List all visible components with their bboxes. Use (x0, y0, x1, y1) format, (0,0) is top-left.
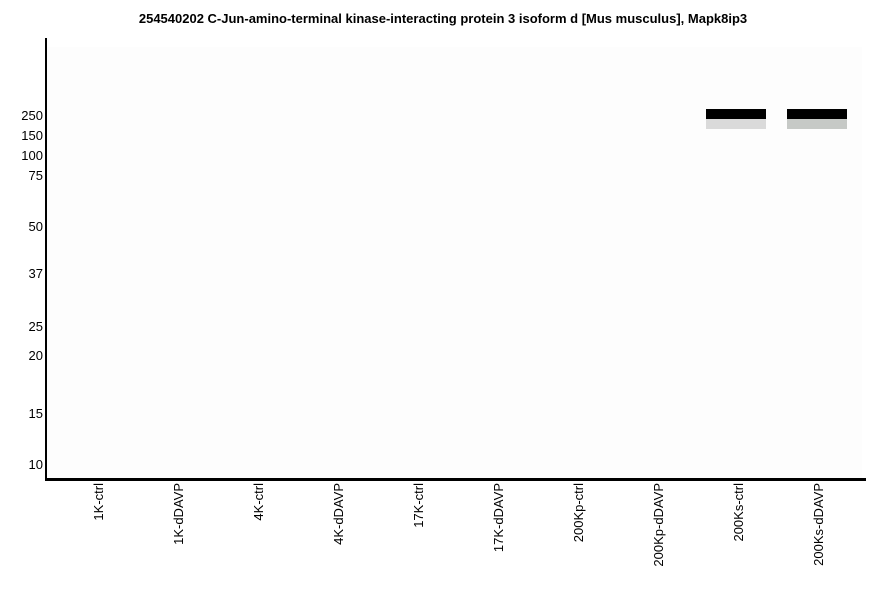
chart-title: 254540202 C-Jun-amino-terminal kinase-in… (138, 11, 748, 26)
y-tick-label-100: 100 (21, 148, 43, 163)
y-tick-label-50: 50 (28, 219, 43, 234)
y-tick-label-10: 10 (28, 457, 43, 472)
y-tick-label-75: 75 (28, 168, 43, 183)
y-tick-label-15: 15 (28, 406, 43, 421)
y-tick-label-25: 25 (28, 319, 43, 334)
x-axis-line (45, 478, 866, 481)
gel-band-200Ks-dDAVP-trail (787, 119, 847, 129)
y-tick-label-37: 37 (28, 266, 43, 281)
gel-band-200Ks-ctrl-trail (706, 119, 766, 129)
gel-band-200Ks-dDAVP-core (787, 109, 847, 119)
y-tick-label-250: 250 (21, 108, 43, 123)
y-tick-label-150: 150 (21, 128, 43, 143)
y-axis-line (45, 38, 47, 481)
y-tick-label-20: 20 (28, 348, 43, 363)
gel-band-200Ks-ctrl-core (706, 109, 766, 119)
